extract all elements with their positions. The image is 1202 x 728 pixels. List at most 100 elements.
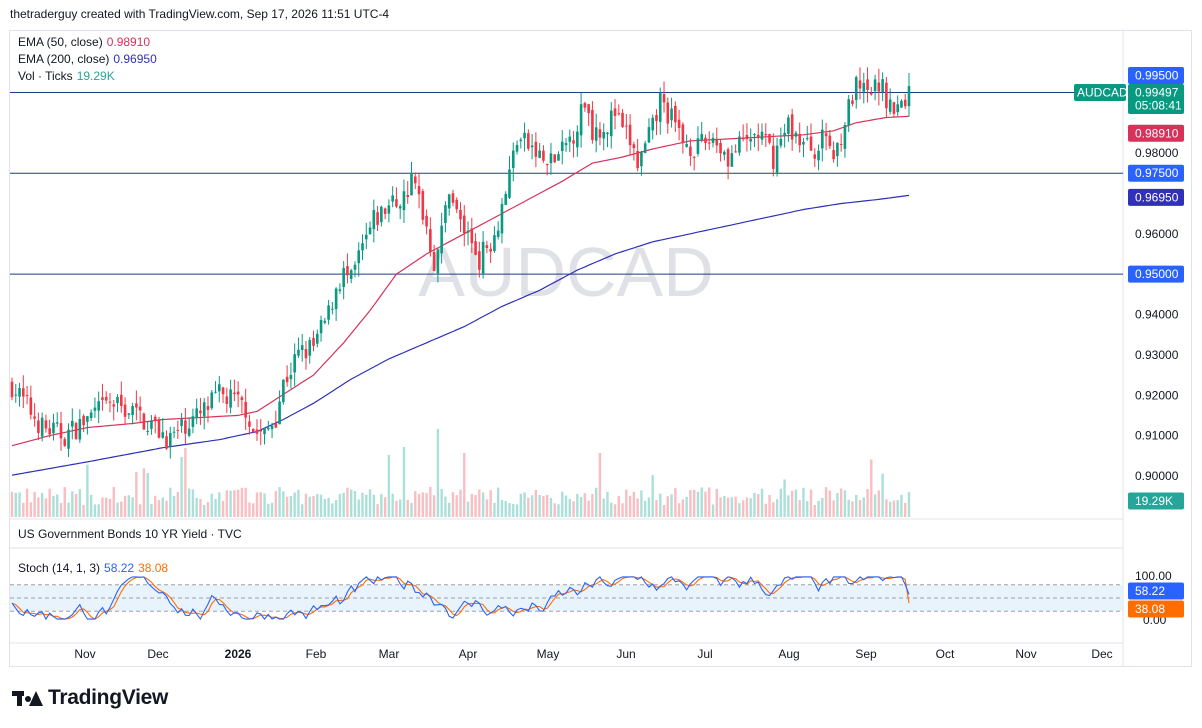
ema50-value-bg — [1128, 124, 1184, 142]
volume-bar — [361, 492, 364, 517]
candle-body — [119, 394, 123, 406]
horizontal-levels — [10, 91, 1123, 275]
volume-bar — [817, 500, 820, 517]
candle-body — [380, 206, 383, 223]
candle-body — [25, 395, 29, 397]
time-tick-label: Sep — [855, 647, 877, 661]
stoch-legend-label: Stoch (14, 1, 3) — [18, 561, 101, 575]
candle-body — [364, 234, 368, 240]
ema50-legend[interactable]: EMA (50, close) 0.98910 — [18, 35, 150, 49]
volume-bar — [14, 492, 17, 517]
time-tick-label: Apr — [459, 647, 478, 661]
volume-bar — [828, 490, 832, 517]
volume-bar — [489, 490, 492, 517]
price-tick-label: 0.94000 — [1135, 308, 1179, 322]
candle-body — [583, 103, 587, 108]
candle-body — [474, 241, 477, 255]
volume-bar — [319, 494, 323, 517]
volume-legend[interactable]: Vol · Ticks 19.29K — [18, 69, 115, 83]
volume-bar — [127, 495, 131, 517]
candle-body — [636, 150, 639, 169]
volume-bar — [40, 493, 44, 517]
candle-body — [900, 100, 903, 108]
volume-bar — [794, 489, 798, 517]
stoch-legend[interactable]: Stoch (14, 1, 3) 58.22 38.08 — [18, 561, 168, 575]
tradingview-logo-text: TradingView — [48, 686, 169, 709]
candle-body — [101, 397, 104, 400]
stoch-d-value: 38.08 — [138, 561, 169, 575]
candle-body — [602, 132, 606, 139]
volume-bar — [161, 497, 164, 517]
candle-body — [67, 429, 70, 449]
volume-bar — [855, 494, 858, 517]
time-tick-label: Oct — [936, 647, 955, 661]
candle-body — [319, 320, 323, 334]
volume-bar — [86, 464, 89, 517]
candle-body — [824, 133, 828, 137]
volume-bar — [900, 494, 903, 517]
volume-bar — [429, 487, 432, 517]
candle-body — [206, 406, 210, 410]
candle-body — [357, 250, 361, 264]
time-tick-label: Aug — [778, 647, 799, 661]
volume-bar — [432, 495, 436, 517]
candle-body — [312, 337, 315, 346]
sub-panel-title[interactable]: US Government Bonds 10 YR Yield · TVC — [18, 527, 242, 541]
volume-bar — [851, 501, 854, 517]
candle-body — [413, 176, 417, 184]
volume-bar — [508, 503, 511, 517]
candle-body — [157, 419, 161, 438]
volume-bar — [297, 489, 300, 517]
candle-body — [689, 146, 692, 156]
tradingview-logo[interactable]: TradingView — [12, 686, 168, 710]
candle-body — [395, 199, 398, 207]
candle-body — [315, 333, 319, 344]
candle-body — [632, 144, 636, 149]
volume-bar — [120, 501, 123, 517]
candle-body — [542, 150, 545, 161]
volume-bar — [278, 487, 281, 517]
candle-body — [500, 204, 504, 234]
volume-bar — [327, 497, 330, 517]
time-tick-label: Mar — [379, 647, 400, 661]
ema50-value: 0.98910 — [1135, 126, 1179, 140]
volume-bar — [470, 493, 474, 517]
level-0.95500: 0.99500 — [1135, 68, 1179, 82]
candle-body — [304, 349, 308, 359]
volume-bar — [37, 497, 40, 517]
candle-body — [594, 127, 598, 141]
volume-bar — [304, 493, 308, 517]
candle-body — [210, 392, 214, 409]
candle-body — [798, 133, 802, 146]
volume-bar — [29, 502, 33, 517]
volume-bar — [768, 494, 771, 517]
candle-body — [432, 251, 436, 272]
candle-body — [244, 401, 247, 418]
candle-body — [383, 208, 387, 214]
volume-bar — [730, 497, 734, 517]
symbol-badge-text: AUDCAD — [1077, 86, 1128, 100]
time-tick-label: Jun — [616, 647, 635, 661]
candle-body — [451, 193, 455, 203]
ema200-legend[interactable]: EMA (200, close) 0.96950 — [18, 52, 157, 66]
candle-body — [745, 135, 749, 140]
candle-body — [63, 439, 67, 446]
candle-body — [772, 145, 775, 169]
candle-body — [165, 436, 168, 449]
time-tick-label: Dec — [147, 647, 168, 661]
volume-bar — [496, 487, 500, 517]
volume-bar — [824, 487, 828, 517]
volume-bar — [659, 493, 662, 517]
candle-body — [187, 428, 191, 436]
candle-body — [730, 153, 734, 167]
volume-bar — [836, 493, 839, 517]
volume-bar — [783, 479, 786, 517]
volume-bar — [365, 494, 368, 517]
candle-body — [847, 99, 850, 126]
candle-body — [511, 150, 515, 168]
candle-body — [843, 124, 847, 149]
volume-bar — [383, 497, 387, 517]
candle-body — [779, 139, 783, 146]
volume-bar — [338, 494, 342, 517]
